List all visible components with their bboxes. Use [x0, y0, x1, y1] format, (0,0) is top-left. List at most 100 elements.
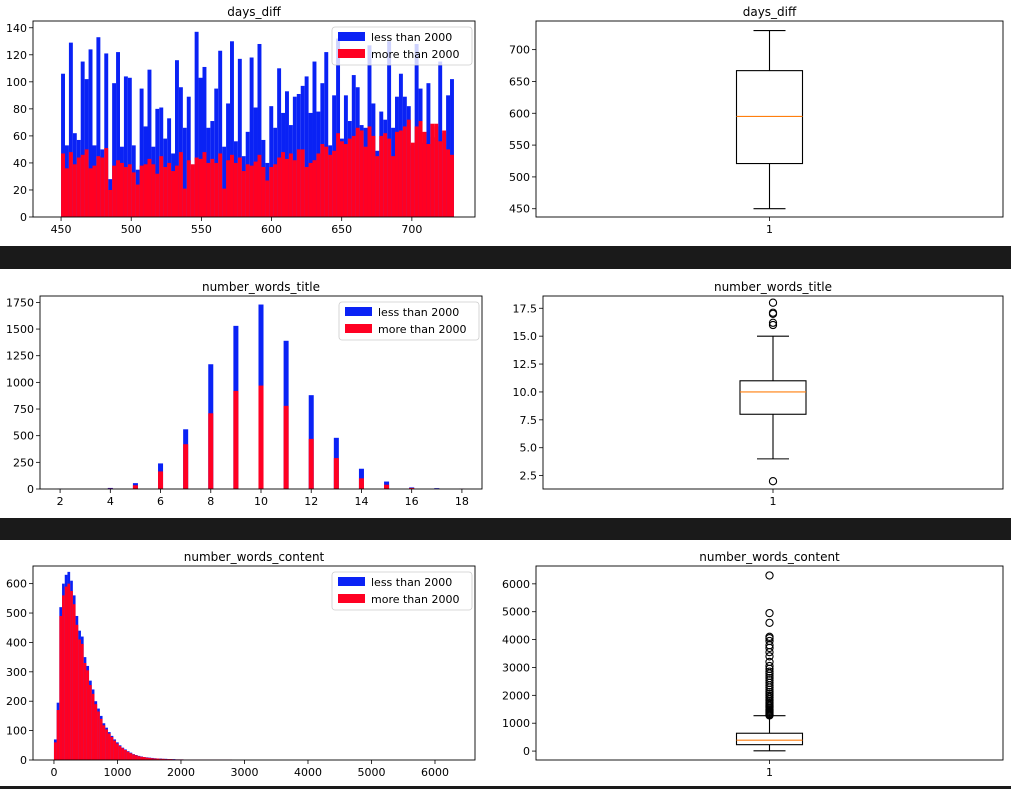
bar-more	[127, 752, 130, 760]
bar-more	[434, 124, 438, 217]
bar-more	[86, 670, 89, 760]
bar-more	[183, 189, 187, 217]
bar-more	[151, 164, 155, 217]
bar-more	[94, 704, 97, 760]
bar-more	[230, 155, 234, 217]
chart-title: days_diff	[743, 5, 797, 19]
bar-more	[234, 163, 238, 217]
legend-label-less: less than 2000	[371, 31, 452, 44]
bar-more	[148, 159, 152, 217]
x-tick-label: 18	[455, 495, 469, 508]
y-tick-label: 100	[6, 725, 27, 738]
bar-more	[387, 139, 391, 217]
legend-label-more: more than 2000	[371, 593, 459, 606]
bar-more	[320, 144, 324, 217]
bar-more	[124, 750, 127, 760]
bar-more	[261, 167, 265, 217]
chart-title: days_diff	[227, 5, 281, 19]
bar-more	[222, 189, 226, 217]
bar-more	[73, 604, 76, 760]
bar-more	[301, 149, 305, 217]
x-tick-label: 4	[107, 495, 114, 508]
bar-more	[104, 148, 108, 217]
y-tick-label: 2000	[502, 689, 530, 702]
bar-more	[238, 158, 242, 217]
legend-label-less: less than 2000	[371, 576, 452, 589]
bar-more	[199, 159, 203, 217]
bar-more	[423, 132, 427, 217]
bar-more	[364, 147, 368, 217]
y-tick-label: 450	[509, 203, 530, 216]
bar-more	[96, 156, 100, 217]
bar-more	[281, 152, 285, 217]
bar-more	[313, 160, 317, 217]
y-tick-label: 600	[509, 107, 530, 120]
bar-more	[57, 710, 60, 760]
bar-more	[407, 120, 411, 217]
bar-more	[258, 155, 262, 217]
bar-more	[61, 153, 65, 217]
bar-more	[332, 151, 336, 217]
bar-more	[112, 166, 116, 217]
legend-swatch-less	[338, 32, 365, 41]
legend-swatch-less	[345, 307, 372, 316]
y-tick-label: 1250	[6, 350, 34, 363]
y-tick-label: 17.5	[513, 302, 538, 315]
bar-more	[130, 753, 133, 760]
bar-more	[191, 164, 195, 217]
bar-more	[395, 132, 399, 217]
bar-more	[415, 126, 419, 217]
bar-more	[78, 639, 81, 760]
bar-more	[246, 164, 250, 217]
x-tick-label: 16	[405, 495, 419, 508]
bar-more	[92, 166, 96, 217]
bar-more	[62, 595, 65, 760]
x-tick-label: 3000	[230, 766, 258, 779]
bar-more	[446, 149, 450, 217]
bar-more	[206, 163, 210, 217]
bar-more	[328, 155, 332, 217]
panel-separator	[0, 246, 1011, 269]
chart-title: number_words_title	[202, 280, 320, 294]
bar-more	[284, 406, 289, 489]
x-tick-label: 1	[766, 766, 773, 779]
bar-more	[254, 162, 258, 217]
bar-more	[116, 160, 120, 217]
bar-more	[155, 174, 159, 217]
bar-more	[85, 149, 89, 217]
bar-more	[309, 163, 313, 217]
y-tick-label: 4000	[502, 634, 530, 647]
x-tick-label: 6000	[421, 766, 449, 779]
x-tick-label: 4000	[294, 766, 322, 779]
bar-more	[119, 746, 122, 760]
bar-more	[121, 748, 124, 760]
y-tick-label: 250	[13, 456, 34, 469]
bar-more	[84, 663, 87, 760]
bar-more	[430, 124, 434, 217]
x-tick-label: 5000	[357, 766, 385, 779]
y-tick-label: 500	[13, 430, 34, 443]
bar-more	[340, 141, 344, 217]
bar-more	[136, 185, 140, 217]
bar-more	[233, 391, 238, 489]
bar-more	[426, 144, 430, 217]
x-tick-label: 12	[304, 495, 318, 508]
bar-more	[399, 130, 403, 217]
y-tick-label: 5000	[502, 606, 530, 619]
bar-more	[368, 126, 372, 217]
legend-label-more: more than 2000	[378, 323, 466, 336]
bar-more	[92, 694, 95, 760]
y-tick-label: 10.0	[513, 386, 538, 399]
y-tick-label: 750	[13, 403, 34, 416]
y-tick-label: 0	[20, 754, 27, 767]
bar-more	[73, 164, 77, 217]
bar-more	[113, 741, 116, 760]
x-tick-label: 500	[121, 223, 142, 236]
bar-more	[277, 158, 281, 217]
bar-more	[140, 166, 144, 217]
y-tick-label: 100	[6, 76, 27, 89]
bar-more	[81, 155, 85, 217]
bar-more	[371, 136, 375, 217]
bar-more	[70, 591, 73, 760]
bar-more	[77, 158, 81, 217]
